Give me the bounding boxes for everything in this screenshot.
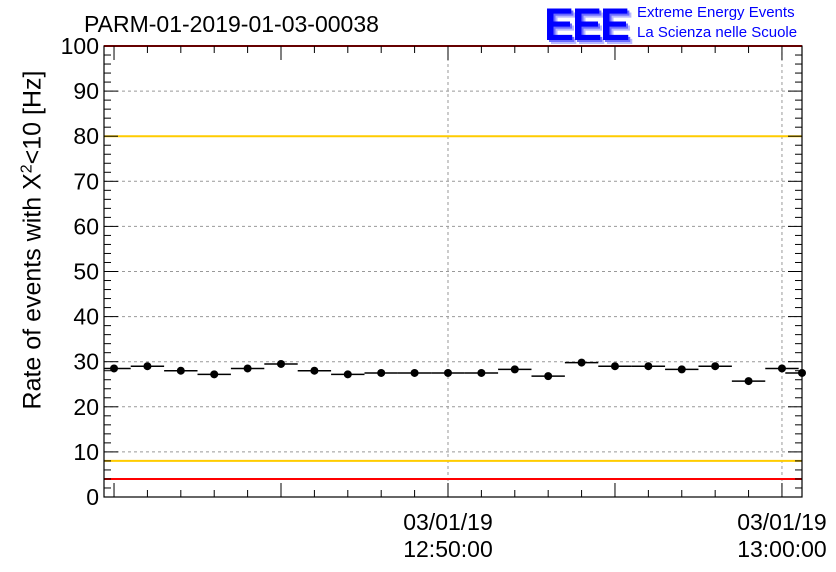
data-point [644,362,653,371]
data-point [443,368,452,377]
data-point [577,358,586,367]
data-point [798,368,806,377]
data-point [377,368,386,377]
y-tick-label: 0 [86,484,99,510]
axis-ticks [104,45,802,498]
data-point [277,359,286,368]
data-point [477,368,486,377]
x-tick-label-time: 12:50:00 [403,536,493,562]
data-point [744,377,753,386]
x-tick-label-time: 13:00:00 [737,536,827,562]
y-tick-label: 80 [73,123,99,149]
data-point [143,362,152,371]
run-title: PARM-01-2019-01-03-00038 [84,11,379,37]
y-tick-label: 70 [73,168,99,194]
y-label-suffix: <10 [Hz] [18,70,47,165]
y-tick-label: 60 [73,213,99,239]
organization-name: Extreme Energy Events La Scienza nelle S… [637,3,797,43]
x-tick-label-date: 03/01/19 [737,509,827,535]
data-point [610,362,619,371]
data-points [104,358,806,386]
data-point [777,364,786,373]
y-tick-label: 40 [73,304,99,330]
y-tick-label: 20 [73,394,99,420]
org-line-2: La Scienza nelle Scuole [637,24,798,41]
data-point [677,365,686,374]
data-point [410,368,419,377]
y-tick-label: 90 [73,78,99,104]
data-point [343,370,352,379]
data-point [243,364,252,373]
y-tick-label: 50 [73,259,99,285]
data-point [711,362,720,371]
data-point [210,370,219,379]
y-tick-label: 10 [73,439,99,465]
y-tick-labels: 0 10 20 30 40 50 60 70 80 90 100 [61,33,99,510]
y-label-sup: 2 [18,164,36,174]
y-tick-label: 100 [61,33,99,59]
org-line-1: Extreme Energy Events [637,4,795,21]
y-label-prefix: Rate of events with X [18,173,47,410]
data-point [310,366,319,375]
data-point [544,372,553,381]
y-axis-label: Rate of events with X2<10 [Hz] [18,71,47,410]
reference-lines [104,45,802,480]
eee-logo: EEE [544,0,630,50]
data-point [110,364,119,373]
x-tick-label-date: 03/01/19 [403,509,493,535]
data-point [510,365,519,374]
y-tick-label: 30 [73,349,99,375]
data-point [176,366,185,375]
grid-lines [104,46,802,497]
